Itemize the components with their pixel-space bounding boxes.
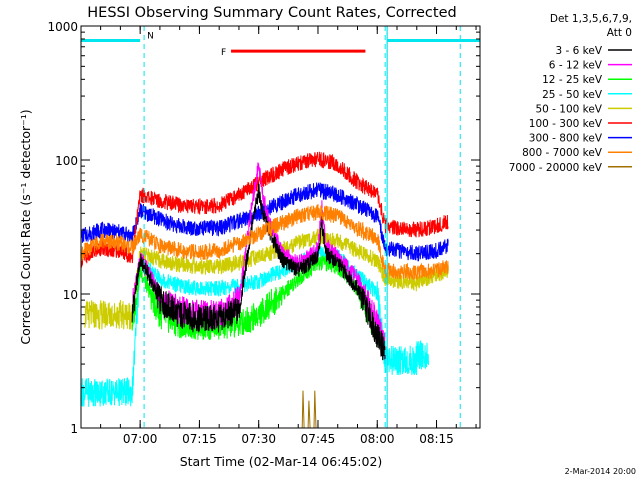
- plot-frame: [80, 25, 481, 429]
- legend-header-0: Det 1,3,5,6,7,9,: [550, 13, 632, 25]
- legend-label-8: 7000 - 20000 keV: [509, 162, 603, 174]
- series-line-3: [80, 245, 429, 407]
- legend: Det 1,3,5,6,7,9, Att 0 3 - 6 keV 6 - 12 keV…: [509, 13, 632, 174]
- x-tick-label-0: 07:00: [123, 432, 158, 446]
- timestamp: 2-Mar-2014 20:00: [565, 467, 636, 476]
- night-flag-label: N: [147, 31, 154, 41]
- chart-title: HESSI Observing Summary Count Rates, Cor…: [87, 5, 456, 21]
- legend-label-0: 3 - 6 keV: [555, 45, 602, 57]
- legend-header-1: Att 0: [607, 27, 632, 39]
- legend-label-1: 6 - 12 keV: [549, 60, 603, 72]
- legend-label-6: 300 - 800 keV: [529, 133, 603, 145]
- axes: 07:00 07:15 07:30 07:45 08:00 08:15 1 10 100 1000: [47, 20, 480, 446]
- legend-label-3: 25 - 50 keV: [542, 89, 603, 101]
- y-axis-label: Corrected Count Rate (s⁻¹ detector⁻¹): [18, 109, 33, 344]
- y-tick-label-3: 1000: [47, 20, 78, 34]
- flare-flag-label: F: [221, 48, 226, 58]
- series-line-0: [131, 183, 386, 361]
- legend-label-5: 100 - 300 keV: [529, 118, 603, 130]
- x-tick-label-3: 07:45: [301, 432, 336, 446]
- x-axis-label: Start Time (02-Mar-14 06:45:02): [180, 454, 383, 469]
- x-tick-label-4: 08:00: [360, 432, 395, 446]
- x-tick-label-2: 07:30: [241, 432, 276, 446]
- series-line-8: [301, 390, 317, 429]
- y-tick-label-2: 100: [55, 154, 78, 168]
- x-tick-label-1: 07:15: [182, 432, 217, 446]
- y-tick-label-1: 10: [63, 288, 78, 302]
- plot-area: NF: [80, 26, 480, 429]
- legend-label-7: 800 - 7000 keV: [522, 147, 603, 159]
- x-tick-label-5: 08:15: [419, 432, 454, 446]
- y-tick-label-0: 1: [70, 422, 78, 436]
- legend-label-2: 12 - 25 keV: [542, 74, 603, 86]
- legend-label-4: 50 - 100 keV: [535, 103, 602, 115]
